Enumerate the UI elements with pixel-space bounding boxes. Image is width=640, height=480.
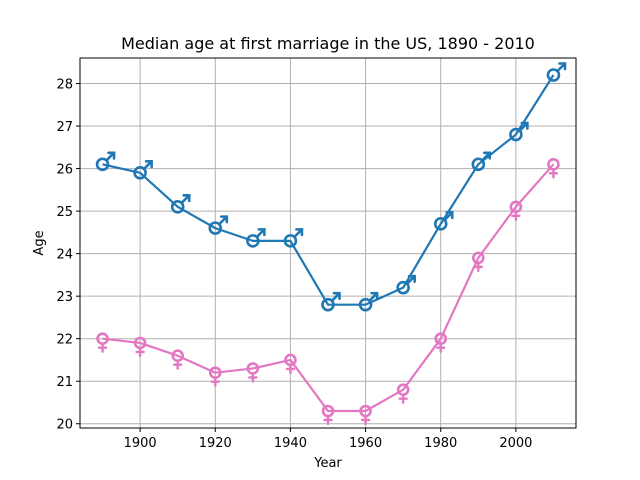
series-line-men — [102, 74, 555, 306]
y-tick-label: 24 — [56, 248, 73, 263]
y-tick-label: 20 — [56, 418, 73, 433]
female-symbol-marker — [96, 332, 109, 353]
male-symbol-marker — [546, 62, 567, 82]
female-symbol-marker — [133, 336, 147, 358]
y-tick-label: 28 — [56, 78, 73, 93]
female-symbol-marker — [547, 158, 560, 179]
female-symbol-marker — [472, 251, 485, 273]
x-tick-label: 1940 — [274, 436, 307, 451]
y-axis-label: Age — [32, 230, 47, 255]
y-tick-label: 22 — [56, 333, 73, 348]
chart-title: Median age at first marriage in the US, … — [121, 34, 535, 53]
male-symbol-marker — [95, 151, 116, 172]
male-symbol-marker — [133, 160, 153, 180]
male-symbol-marker — [471, 151, 492, 172]
female-symbol-marker — [509, 200, 523, 222]
male-symbol-marker — [396, 274, 416, 295]
male-symbol-marker — [283, 228, 304, 248]
x-axis-label: Year — [313, 456, 342, 471]
x-tick-label: 1960 — [349, 436, 382, 451]
male-symbol-marker — [246, 228, 266, 248]
x-tick-label: 2000 — [499, 436, 532, 451]
male-symbol-marker — [433, 211, 454, 231]
male-symbol-marker — [170, 194, 191, 214]
series-men — [95, 62, 567, 312]
y-tick-label: 27 — [56, 120, 73, 135]
y-tick-label: 25 — [56, 205, 73, 220]
female-symbol-marker — [396, 383, 410, 404]
female-symbol-marker — [434, 332, 448, 353]
female-symbol-marker — [208, 366, 222, 387]
plot-frame — [79, 57, 577, 429]
y-tick-label: 23 — [56, 290, 73, 305]
x-tick-label: 1920 — [199, 436, 232, 451]
male-symbol-marker — [358, 291, 379, 312]
grid — [80, 58, 576, 428]
ticks: 1900 1920 1940 1960 1980 2000 20 21 22 23 24 25 26 27… — [56, 78, 532, 451]
male-symbol-marker — [321, 291, 341, 312]
female-symbol-marker — [284, 353, 297, 375]
female-symbol-marker — [321, 404, 335, 426]
female-symbol-marker — [359, 404, 372, 426]
female-symbol-marker — [246, 362, 260, 383]
y-tick-label: 26 — [56, 163, 73, 178]
series-women — [96, 158, 560, 426]
female-symbol-marker — [171, 349, 184, 370]
x-tick-label: 1900 — [124, 436, 157, 451]
male-symbol-marker — [208, 215, 229, 235]
y-tick-label: 21 — [56, 375, 73, 390]
series-line-women — [102, 163, 555, 413]
x-tick-label: 1980 — [424, 436, 457, 451]
series-layer — [95, 62, 567, 426]
male-symbol-marker — [509, 121, 529, 142]
